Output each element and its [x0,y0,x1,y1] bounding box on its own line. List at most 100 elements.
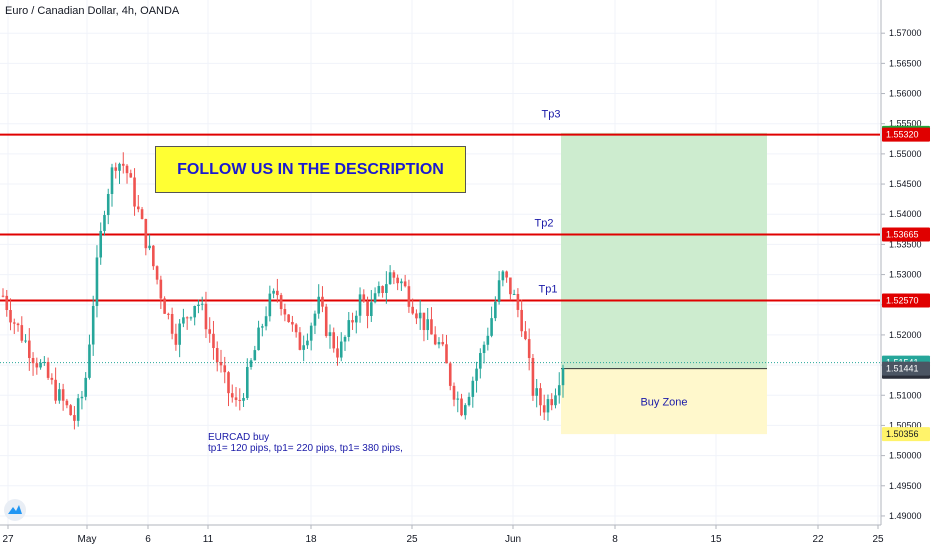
candle-body [73,415,76,421]
candle-body [54,379,57,401]
x-tick-label: 11 [203,534,214,545]
candle-body [144,218,148,249]
candle-body [167,313,170,315]
candle-body [362,294,366,302]
candle-body [31,358,35,364]
candle-body [542,405,546,413]
candle-body [306,340,309,346]
candle-body [527,339,531,358]
candle-body [174,333,178,345]
level-label-tp2: Tp2 [535,217,554,229]
y-tick-label: 1.53000 [889,270,922,280]
candle-body [152,245,155,267]
candle-body [215,348,219,363]
y-tick-label: 1.56000 [889,89,922,99]
chart-title: Euro / Canadian Dollar, 4h, OANDA [5,5,180,17]
candle-body [370,302,373,316]
trade-note: EURCAD buy tp1= 120 pips, tp1= 220 pips,… [208,432,403,454]
candle-body [396,277,399,284]
candle-body [339,341,343,358]
candle-body [182,317,185,324]
candle-body [268,293,272,317]
candle-body [148,245,151,249]
candle-body [554,395,557,406]
candle-body [238,399,242,401]
x-tick-label: 25 [406,534,418,545]
y-tick-label: 1.55000 [889,149,922,159]
candle-body [336,348,339,358]
candle-body [212,333,215,349]
y-tick-label: 1.55500 [889,119,922,129]
x-tick-label: 25 [872,534,884,545]
candle-body [497,280,501,302]
candle-body [407,286,411,307]
candle-body [61,389,65,401]
candle-body [490,318,493,336]
y-tick-label: 1.54500 [889,179,922,189]
candle-body [279,295,283,310]
candle-body [257,327,260,351]
candle-body [287,314,290,323]
candle-body [317,296,321,314]
candle-body [159,279,163,299]
candle-body [118,163,121,171]
candle-body [426,319,429,331]
candle-body [1,295,5,297]
x-tick-label: 15 [710,534,722,545]
y-tick-label: 1.49500 [889,481,922,491]
price-tag-text: 1.50356 [886,429,919,439]
candle-body [520,309,523,332]
candle-body [467,396,471,406]
candle-body [509,277,512,295]
x-tick-label: May [78,534,97,545]
y-tick-label: 1.53500 [889,239,922,249]
candle-body [561,367,565,386]
trade-note-line2: tp1= 120 pips, tp1= 220 pips, tp1= 380 p… [208,443,403,454]
candle-body [475,368,478,381]
promo-banner-text: FOLLOW US IN THE DESCRIPTION [177,160,444,178]
tradingview-logo-icon[interactable] [4,499,26,521]
candle-body [43,361,46,363]
candle-body [170,313,174,334]
candle-body [294,324,298,333]
price-axis: 1.57000 1.56500 1.56000 1.55500 1.55000 1.545… [880,0,922,525]
candle-body [479,353,482,369]
candle-body [121,163,125,166]
candle-body [328,332,332,336]
candle-body [324,306,328,336]
candle-body [242,397,245,401]
candle-body [550,399,554,406]
y-tick-label: 1.54000 [889,209,922,219]
candle-body [309,325,313,341]
candle-body [512,293,516,295]
price-tag-text: 1.52570 [886,296,919,306]
candle-body [411,306,414,314]
y-tick-label: 1.51000 [889,390,922,400]
candle-body [178,323,181,345]
candle-body [129,173,133,178]
candle-body [377,286,381,294]
candle-body [460,398,463,416]
candle-body [140,209,144,219]
candle-body [103,215,106,231]
target-zone [561,132,767,369]
candle-body [65,400,69,406]
candle-body [321,296,324,307]
y-tick-label: 1.50000 [889,451,922,461]
candle-body [35,363,39,368]
x-tick-label: 22 [812,534,824,545]
candle-body [463,405,467,416]
candle-body [20,325,24,341]
candle-body [531,357,535,396]
candle-body [155,266,159,280]
x-tick-label: Jun [505,534,521,545]
candle-body [388,272,392,285]
candle-body [5,295,9,311]
candle-body [219,362,223,366]
candle-body [437,342,441,345]
candle-body [137,206,140,210]
candle-body [46,361,50,378]
price-tag-level [882,227,930,242]
candlestick-series [1,152,565,430]
